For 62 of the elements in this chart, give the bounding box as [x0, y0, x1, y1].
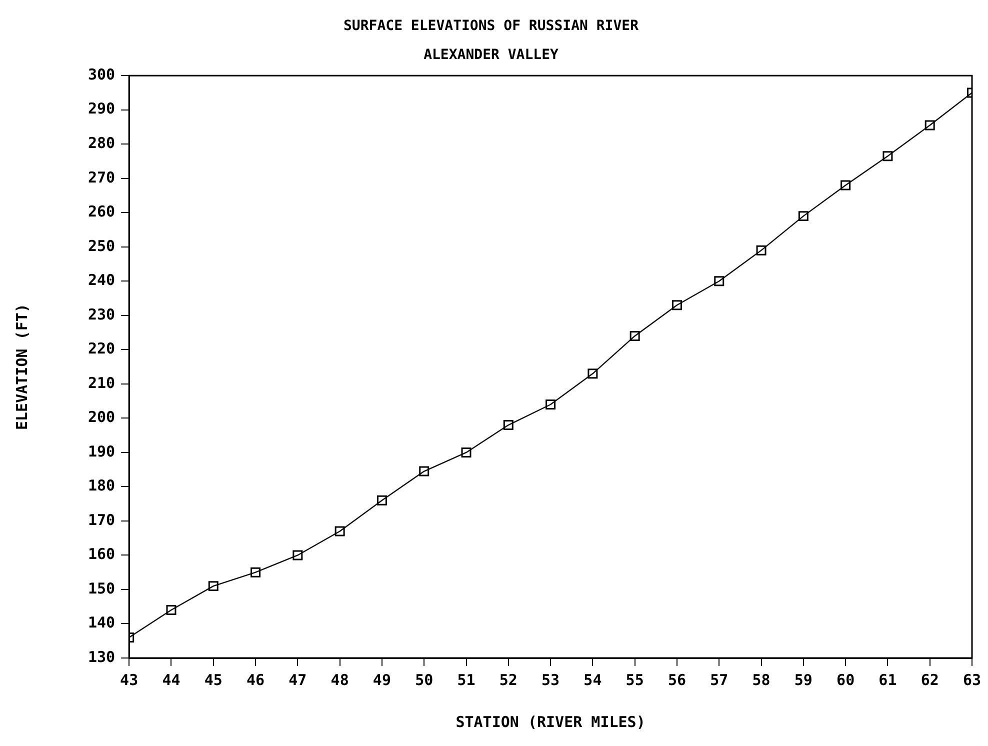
y-tick-label: 300	[88, 65, 116, 84]
x-tick-label: 51	[457, 670, 476, 689]
y-tick-label: 280	[88, 134, 116, 152]
y-tick-label: 200	[88, 408, 116, 426]
x-tick-label: 56	[668, 670, 686, 689]
y-tick-label: 290	[88, 100, 116, 118]
point	[250, 567, 261, 578]
x-tick-label: 54	[584, 670, 602, 689]
point	[882, 151, 893, 162]
point	[672, 300, 682, 310]
y-tick-label: 130	[88, 648, 116, 666]
y-tick-label: 150	[88, 579, 116, 598]
point	[588, 368, 598, 379]
x-tick-label: 48	[330, 670, 349, 689]
y-tick-label: 220	[88, 340, 116, 358]
x-tick-label: 47	[288, 670, 307, 689]
x-tick-label: 59	[794, 670, 812, 689]
x-tick-label: 45	[204, 670, 222, 689]
point	[924, 120, 935, 130]
y-tick-label: 260	[88, 202, 116, 221]
point	[546, 399, 556, 410]
y-tick-label: 170	[88, 510, 116, 529]
x-tick-label: 46	[246, 670, 265, 689]
x-tick-label: 53	[542, 670, 560, 689]
point	[292, 550, 303, 560]
point	[166, 605, 176, 616]
y-tick-label: 160	[88, 545, 116, 564]
x-tick-label: 52	[499, 670, 518, 689]
point	[714, 276, 724, 286]
x-tick-label: 62	[920, 670, 939, 689]
x-tick-label: 55	[626, 670, 644, 689]
point	[630, 330, 640, 341]
point	[503, 420, 514, 430]
y-tick-label: 230	[88, 305, 116, 324]
chart-subtitle: ALEXANDER VALLEY	[424, 46, 559, 63]
point	[376, 495, 387, 506]
x-tick-label: 49	[372, 670, 391, 689]
x-tick-label: 57	[710, 670, 728, 689]
point	[208, 581, 218, 592]
x-tick-label: 60	[836, 670, 855, 689]
point	[461, 447, 472, 458]
chart-title: SURFACE ELEVATIONS OF RUSSIAN RIVER	[343, 18, 640, 34]
x-tick-label: 44	[162, 670, 180, 689]
y-tick-label: 180	[88, 476, 116, 495]
point	[798, 211, 808, 222]
y-tick-label: 190	[88, 442, 116, 460]
point	[419, 466, 430, 476]
y-tick-label: 140	[88, 614, 116, 632]
y-axis-title: ELEVATION (FT)	[12, 304, 31, 430]
y-tick-label: 210	[88, 374, 116, 392]
x-axis-title: STATION (RIVER MILES)	[456, 712, 646, 731]
y-tick-label: 270	[88, 168, 116, 186]
x-tick-label: 58	[752, 670, 770, 689]
x-tick-label: 43	[120, 670, 138, 689]
x-tick-label: 50	[415, 670, 434, 689]
x-tick-label: 63	[962, 670, 982, 689]
y-tick-label: 240	[88, 271, 116, 290]
point	[840, 180, 851, 190]
point	[334, 526, 345, 536]
y-tick-label: 250	[88, 236, 116, 255]
x-tick-label: 61	[878, 670, 897, 689]
point	[756, 245, 766, 256]
